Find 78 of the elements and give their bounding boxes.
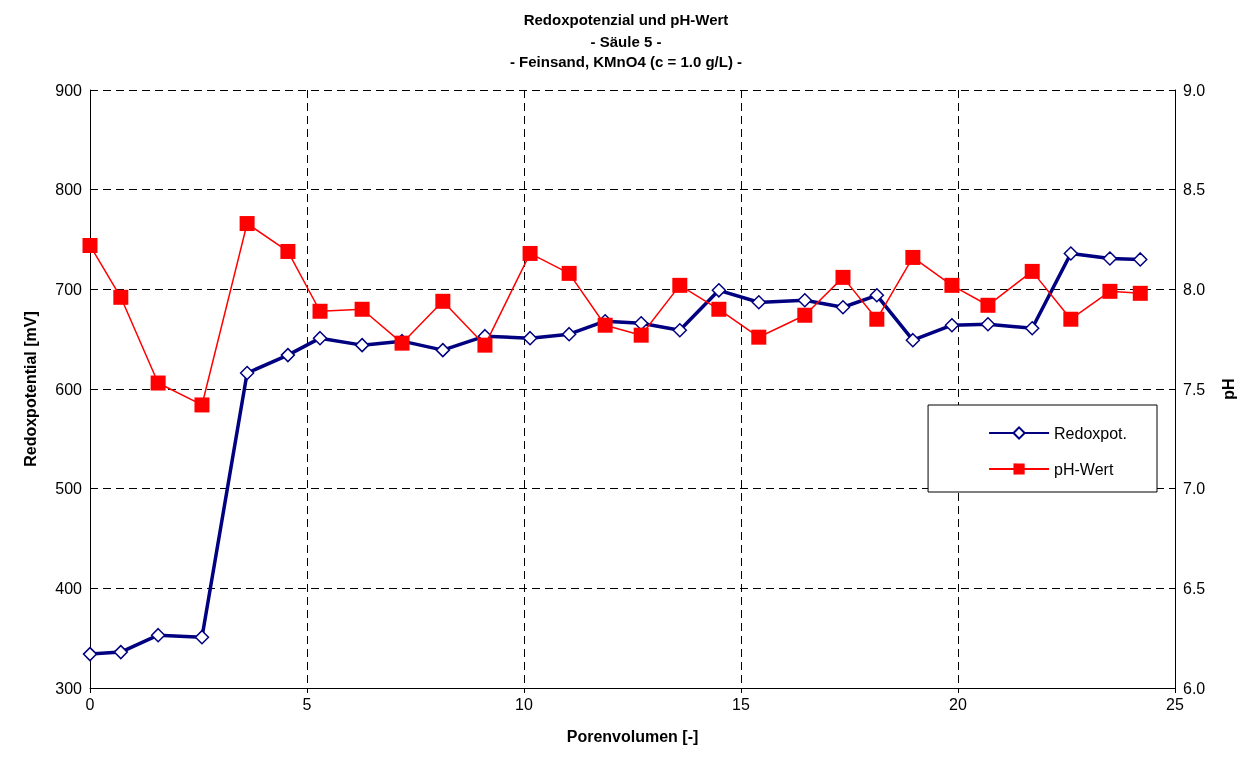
point — [194, 629, 210, 645]
x-tick-label: 25 — [1166, 695, 1184, 713]
point — [561, 265, 577, 281]
point — [113, 289, 129, 305]
point — [82, 646, 98, 662]
point — [672, 322, 688, 338]
y2-axis-title: pH — [1219, 378, 1237, 400]
point — [239, 365, 255, 381]
point — [869, 288, 885, 303]
point — [711, 301, 727, 317]
point — [522, 245, 538, 261]
x-axis-title: Porenvolumen [-] — [566, 727, 699, 745]
y-tick-label: 500 — [55, 480, 83, 498]
point — [1063, 311, 1079, 327]
point — [1024, 263, 1040, 279]
point — [944, 277, 960, 293]
x-tick-label: 5 — [302, 695, 312, 713]
y2-tick-label: 6.0 — [1183, 679, 1206, 697]
point — [435, 293, 451, 309]
point — [522, 330, 538, 346]
y-tick-label: 400 — [55, 579, 83, 597]
y-tick-label: 900 — [55, 81, 83, 99]
y-tick-label: 700 — [55, 280, 83, 298]
point — [751, 295, 767, 310]
point — [944, 317, 960, 333]
point — [797, 307, 813, 323]
x-tick-label: 20 — [949, 695, 967, 713]
y2-tick-label: 9.0 — [1183, 81, 1206, 99]
point — [150, 375, 166, 391]
point — [797, 293, 813, 308]
point — [1132, 285, 1148, 301]
point — [1102, 283, 1118, 299]
x-tick-label: 10 — [515, 695, 533, 713]
point — [1133, 252, 1148, 267]
y2-tick-label: 7.0 — [1183, 480, 1206, 498]
legend-label: Redoxpot. — [1054, 424, 1127, 442]
point — [751, 329, 767, 345]
point — [1024, 320, 1040, 336]
y2-tick-label: 8.0 — [1183, 280, 1206, 298]
point — [980, 316, 996, 332]
chart-title: Redoxpotenzial und pH-Wert — [523, 10, 729, 28]
point — [633, 327, 649, 343]
legend-label: pH-Wert — [1054, 460, 1114, 478]
point — [239, 216, 255, 232]
chart-subtitle: - Säule 5 - - Feinsand, KMnO4 (c = 1.0 g/L) - — [509, 32, 743, 70]
point — [435, 342, 451, 358]
y-tick-label: 300 — [55, 679, 83, 697]
y-tick-label: 800 — [55, 181, 83, 199]
x-tick-label: 15 — [732, 695, 750, 713]
point — [835, 300, 851, 315]
x-tick-label: 0 — [85, 695, 95, 713]
point — [280, 347, 296, 363]
point — [980, 297, 996, 313]
point — [905, 332, 921, 348]
point — [711, 283, 727, 298]
point — [1063, 246, 1079, 261]
point — [354, 301, 370, 317]
y-axis-title: Redoxpotential [mV] — [21, 311, 39, 467]
point — [113, 644, 129, 660]
point — [312, 303, 328, 319]
point — [561, 326, 577, 342]
point — [835, 269, 851, 285]
point — [597, 317, 613, 333]
point — [150, 627, 166, 643]
point — [354, 337, 370, 353]
point — [869, 311, 885, 327]
point — [905, 249, 921, 265]
y2-tick-label: 8.5 — [1183, 181, 1206, 199]
point — [194, 397, 210, 413]
y2-tick-label: 7.5 — [1183, 380, 1206, 398]
y-tick-label: 600 — [55, 380, 83, 398]
y2-tick-label: 6.5 — [1183, 579, 1206, 597]
point — [477, 337, 493, 353]
point — [1102, 251, 1118, 266]
point — [280, 243, 296, 259]
point — [312, 330, 328, 346]
point — [82, 237, 98, 253]
point — [672, 277, 688, 293]
